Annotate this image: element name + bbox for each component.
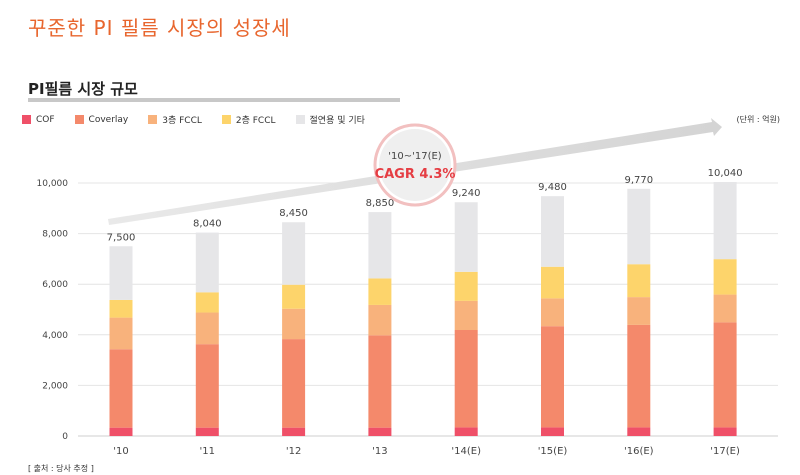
- legend-label: 2층 FCCL: [235, 116, 276, 126]
- bar-segment: [713, 294, 737, 323]
- legend-swatch: [221, 115, 231, 124]
- bar-segment: [368, 212, 392, 279]
- bar-total-label: 8,040: [193, 219, 222, 230]
- x-tick-label: '17(E): [710, 446, 740, 457]
- y-tick-label: 6,000: [42, 280, 68, 290]
- bar-segment: [109, 299, 133, 318]
- bar-segment: [368, 278, 392, 305]
- bar-segment: [195, 312, 219, 345]
- bar-total-label: 8,450: [279, 208, 308, 219]
- section-divider: [28, 98, 400, 102]
- bar-total-label: 9,480: [538, 182, 567, 193]
- bar-segment: [627, 264, 651, 298]
- y-tick-label: 10,000: [37, 179, 69, 189]
- bar-segment: [454, 329, 478, 428]
- legend-swatch: [74, 115, 84, 124]
- bar-segment: [627, 324, 651, 428]
- bar-segment: [368, 427, 392, 436]
- bar-segment: [541, 266, 564, 299]
- section-title: PI필름 시장 규모: [28, 80, 138, 98]
- bar-segment: [109, 246, 133, 300]
- bar-segment: [282, 427, 306, 436]
- bar-segment: [627, 297, 651, 325]
- legend-swatch: [295, 115, 305, 124]
- legend-item: Coverlay: [74, 113, 129, 126]
- bar-segment: [454, 300, 478, 330]
- bar-segment: [368, 304, 392, 336]
- bar-segment: [282, 284, 306, 309]
- bar-segment: [627, 188, 651, 265]
- bar-segment: [195, 344, 219, 428]
- bar-segment: [454, 427, 478, 436]
- bar-segment: [109, 349, 133, 428]
- bar-segment: [713, 259, 737, 295]
- legend-label: Coverlay: [88, 114, 129, 125]
- legend-item: COF: [22, 113, 55, 126]
- cagr-period: '10~'17(E): [388, 151, 442, 162]
- cagr-value: CAGR 4.3%: [375, 167, 456, 182]
- bar-total-label: 9,240: [452, 188, 481, 199]
- bar-total-label: 7,500: [107, 232, 136, 243]
- y-tick-label: 4,000: [42, 331, 68, 341]
- bar-segment: [541, 298, 564, 327]
- legend-swatch: [22, 115, 31, 124]
- bar-segment: [713, 322, 737, 428]
- legend-label: 절연용 및 기타: [309, 116, 365, 126]
- bar-segment: [713, 181, 737, 260]
- page-title: 꾸준한 PI 필름 시장의 성장세: [28, 16, 291, 40]
- y-tick-label: 8,000: [42, 230, 68, 240]
- y-tick-label: 2,000: [42, 381, 68, 391]
- bar-segment: [282, 308, 306, 340]
- bar-segment: [541, 196, 564, 267]
- bar-segment: [627, 427, 651, 436]
- bar-segment: [195, 292, 219, 313]
- bar-segment: [109, 427, 133, 436]
- y-tick-label: 0: [62, 432, 68, 442]
- legend-item: 3층 FCCL: [148, 113, 202, 126]
- source-note: [ 출처 : 당사 추정 ]: [28, 464, 94, 473]
- bar-segment: [454, 271, 478, 301]
- legend-item: 절연용 및 기타: [295, 113, 365, 126]
- bar-segment: [282, 222, 306, 285]
- bar-segment: [109, 317, 133, 350]
- legend-item: 2층 FCCL: [221, 113, 276, 126]
- chart-legend: COF Coverlay 3층 FCCL 2층 FCCL 절연용 및 기타: [22, 113, 385, 126]
- bar-total-label: 8,850: [366, 198, 395, 209]
- x-tick-label: '11: [200, 446, 215, 457]
- bar-segment: [541, 427, 564, 436]
- bar-segment: [368, 335, 392, 428]
- legend-label: 3층 FCCL: [162, 116, 202, 126]
- x-tick-label: '14(E): [451, 446, 481, 457]
- bar-segment: [713, 427, 737, 436]
- bar-total-label: 9,770: [624, 175, 653, 186]
- x-tick-label: '13: [372, 446, 387, 457]
- x-tick-label: '16(E): [624, 446, 654, 457]
- bar-segment: [195, 427, 219, 436]
- bar-segment: [454, 202, 478, 272]
- x-tick-label: '12: [286, 446, 301, 457]
- x-tick-label: '10: [113, 446, 128, 457]
- legend-label: COF: [36, 114, 55, 125]
- cagr-circle-inner: [379, 129, 451, 201]
- bar-segment: [541, 326, 564, 428]
- legend-swatch: [148, 115, 158, 124]
- bar-segment: [195, 232, 219, 293]
- x-tick-label: '15(E): [538, 446, 568, 457]
- bar-total-label: 10,040: [708, 168, 743, 179]
- unit-note: (단위 : 억원): [736, 115, 780, 124]
- bar-segment: [282, 339, 306, 428]
